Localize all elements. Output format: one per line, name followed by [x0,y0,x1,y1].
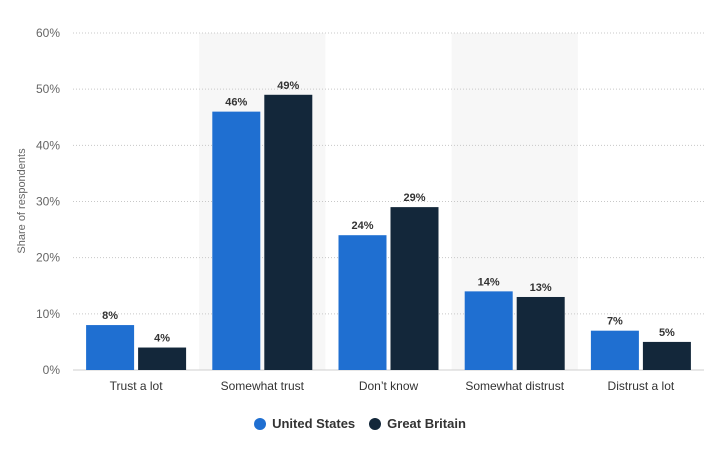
bar-great-britain[interactable] [138,347,187,370]
y-tick-label: 40% [36,138,60,152]
bar-united-states[interactable] [464,291,513,370]
legend-marker-united-states [254,417,267,430]
data-label-great-britain: 49% [277,80,299,92]
y-tick-label: 50% [36,82,60,96]
bar-great-britain[interactable] [516,296,565,370]
legend-marker-great-britain [369,417,382,430]
x-tick-label: Distrust a lot [608,379,675,393]
data-label-united-states: 7% [607,316,623,328]
data-labels: 8% 4% 46% 49% 24% 29% 14% 13% 7% 5% [102,80,675,345]
y-axis-label: Share of respondents [16,148,28,254]
data-label-united-states: 8% [102,310,118,322]
y-tick-label: 10% [36,307,60,321]
y-tick-label: 0% [43,363,61,377]
data-label-great-britain: 13% [530,282,552,294]
legend-item-great-britain[interactable]: Great Britain [369,416,466,431]
data-label-united-states: 24% [351,220,373,232]
legend-label-great-britain: Great Britain [387,416,466,431]
data-label-great-britain: 29% [403,192,425,204]
y-tick-label: 30% [36,195,60,209]
y-tick-label: 60% [36,26,60,40]
bar-great-britain[interactable] [264,94,313,371]
y-axis-ticks: 0% 10% 20% 30% 40% 50% 60% [36,26,60,377]
x-axis-ticks: Trust a lot Somewhat trust Don’t know Somew… [110,379,675,393]
data-label-united-states: 46% [225,97,247,109]
bar-great-britain[interactable] [390,207,439,370]
legend-item-united-states[interactable]: United States [254,416,355,431]
data-label-united-states: 14% [478,276,500,288]
bars [86,94,691,371]
legend: United States Great Britain [0,416,720,431]
x-tick-label: Somewhat trust [221,379,305,393]
bar-united-states[interactable] [86,325,135,370]
bar-united-states[interactable] [590,330,639,370]
bar-united-states[interactable] [212,111,261,370]
bar-great-britain[interactable] [642,341,691,370]
x-tick-label: Don’t know [359,379,419,393]
x-tick-label: Trust a lot [110,379,164,393]
y-tick-label: 20% [36,251,60,265]
legend-label-united-states: United States [272,416,356,431]
data-label-great-britain: 4% [154,333,170,345]
x-tick-label: Somewhat distrust [465,379,564,393]
bar-united-states[interactable] [338,235,387,370]
data-label-great-britain: 5% [659,327,675,339]
